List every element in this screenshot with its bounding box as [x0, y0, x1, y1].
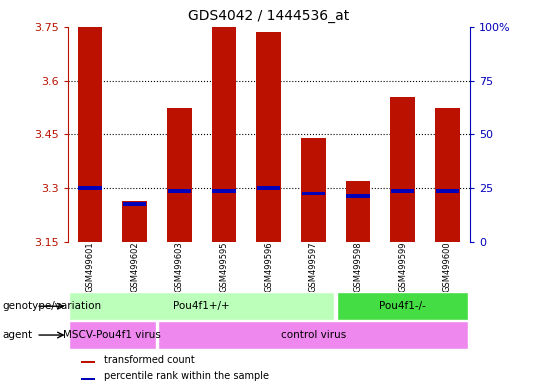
Text: GSM499599: GSM499599	[399, 242, 407, 292]
Text: control virus: control virus	[281, 330, 346, 340]
Text: GSM499595: GSM499595	[219, 242, 228, 292]
Bar	[81, 361, 94, 363]
Bar	[346, 181, 370, 242]
Bar	[301, 138, 326, 242]
Text: genotype/variation: genotype/variation	[3, 301, 102, 311]
Bar	[81, 378, 94, 380]
Text: GSM499598: GSM499598	[354, 242, 362, 292]
Text: GSM499603: GSM499603	[175, 242, 184, 292]
Bar	[167, 189, 191, 193]
Bar	[167, 108, 192, 242]
Text: transformed count: transformed count	[104, 355, 195, 365]
Text: GSM499601: GSM499601	[85, 242, 94, 292]
Bar	[256, 32, 281, 242]
Bar	[257, 186, 280, 190]
Bar	[69, 321, 156, 349]
Text: GSM499597: GSM499597	[309, 242, 318, 292]
Bar	[346, 194, 370, 199]
Bar	[78, 27, 102, 242]
Bar	[302, 192, 325, 195]
Bar	[122, 201, 147, 242]
Text: agent: agent	[3, 330, 33, 340]
Text: MSCV-Pou4f1 virus: MSCV-Pou4f1 virus	[63, 330, 161, 340]
Text: Pou4f1-/-: Pou4f1-/-	[379, 301, 426, 311]
Bar	[78, 186, 102, 190]
Bar	[391, 189, 414, 193]
Bar	[436, 189, 459, 193]
Bar	[435, 108, 460, 242]
Bar	[69, 293, 334, 320]
Bar	[212, 27, 236, 242]
Bar	[123, 202, 146, 206]
Title: GDS4042 / 1444536_at: GDS4042 / 1444536_at	[188, 9, 349, 23]
Text: percentile rank within the sample: percentile rank within the sample	[104, 371, 269, 381]
Bar	[390, 97, 415, 242]
Text: Pou4f1+/+: Pou4f1+/+	[173, 301, 230, 311]
Text: GSM499602: GSM499602	[130, 242, 139, 292]
Bar	[337, 293, 469, 320]
Bar	[158, 321, 469, 349]
Text: GSM499600: GSM499600	[443, 242, 452, 292]
Bar	[212, 189, 235, 193]
Text: GSM499596: GSM499596	[264, 242, 273, 292]
